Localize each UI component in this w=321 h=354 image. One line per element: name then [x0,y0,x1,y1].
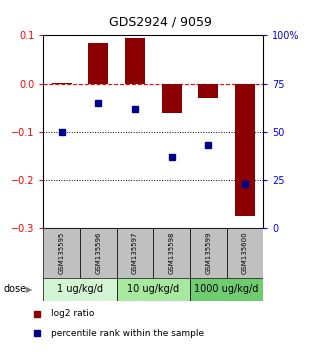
Text: log2 ratio: log2 ratio [51,309,94,318]
Bar [88,42,108,84]
Bar [227,228,263,278]
Text: dose: dose [3,284,26,295]
Bar [125,38,145,84]
Bar [190,278,263,301]
Bar [235,84,255,216]
Bar [161,84,182,113]
Text: GSM135598: GSM135598 [169,232,175,274]
Text: GSM135597: GSM135597 [132,232,138,274]
Bar [153,228,190,278]
Text: GDS2924 / 9059: GDS2924 / 9059 [109,16,212,29]
Text: GSM135595: GSM135595 [59,232,65,274]
Text: 1000 ug/kg/d: 1000 ug/kg/d [195,284,259,295]
Bar [190,228,227,278]
Text: GSM135600: GSM135600 [242,232,248,274]
Text: percentile rank within the sample: percentile rank within the sample [51,329,204,338]
Bar [80,228,117,278]
Bar [52,83,72,84]
Text: GSM135599: GSM135599 [205,232,211,274]
Bar [117,278,190,301]
Bar [43,278,117,301]
Bar [117,228,153,278]
Text: GSM135596: GSM135596 [95,232,101,274]
Text: ▶: ▶ [26,285,33,294]
Bar [198,84,218,98]
Text: 1 ug/kg/d: 1 ug/kg/d [57,284,103,295]
Bar [43,228,80,278]
Text: 10 ug/kg/d: 10 ug/kg/d [127,284,179,295]
